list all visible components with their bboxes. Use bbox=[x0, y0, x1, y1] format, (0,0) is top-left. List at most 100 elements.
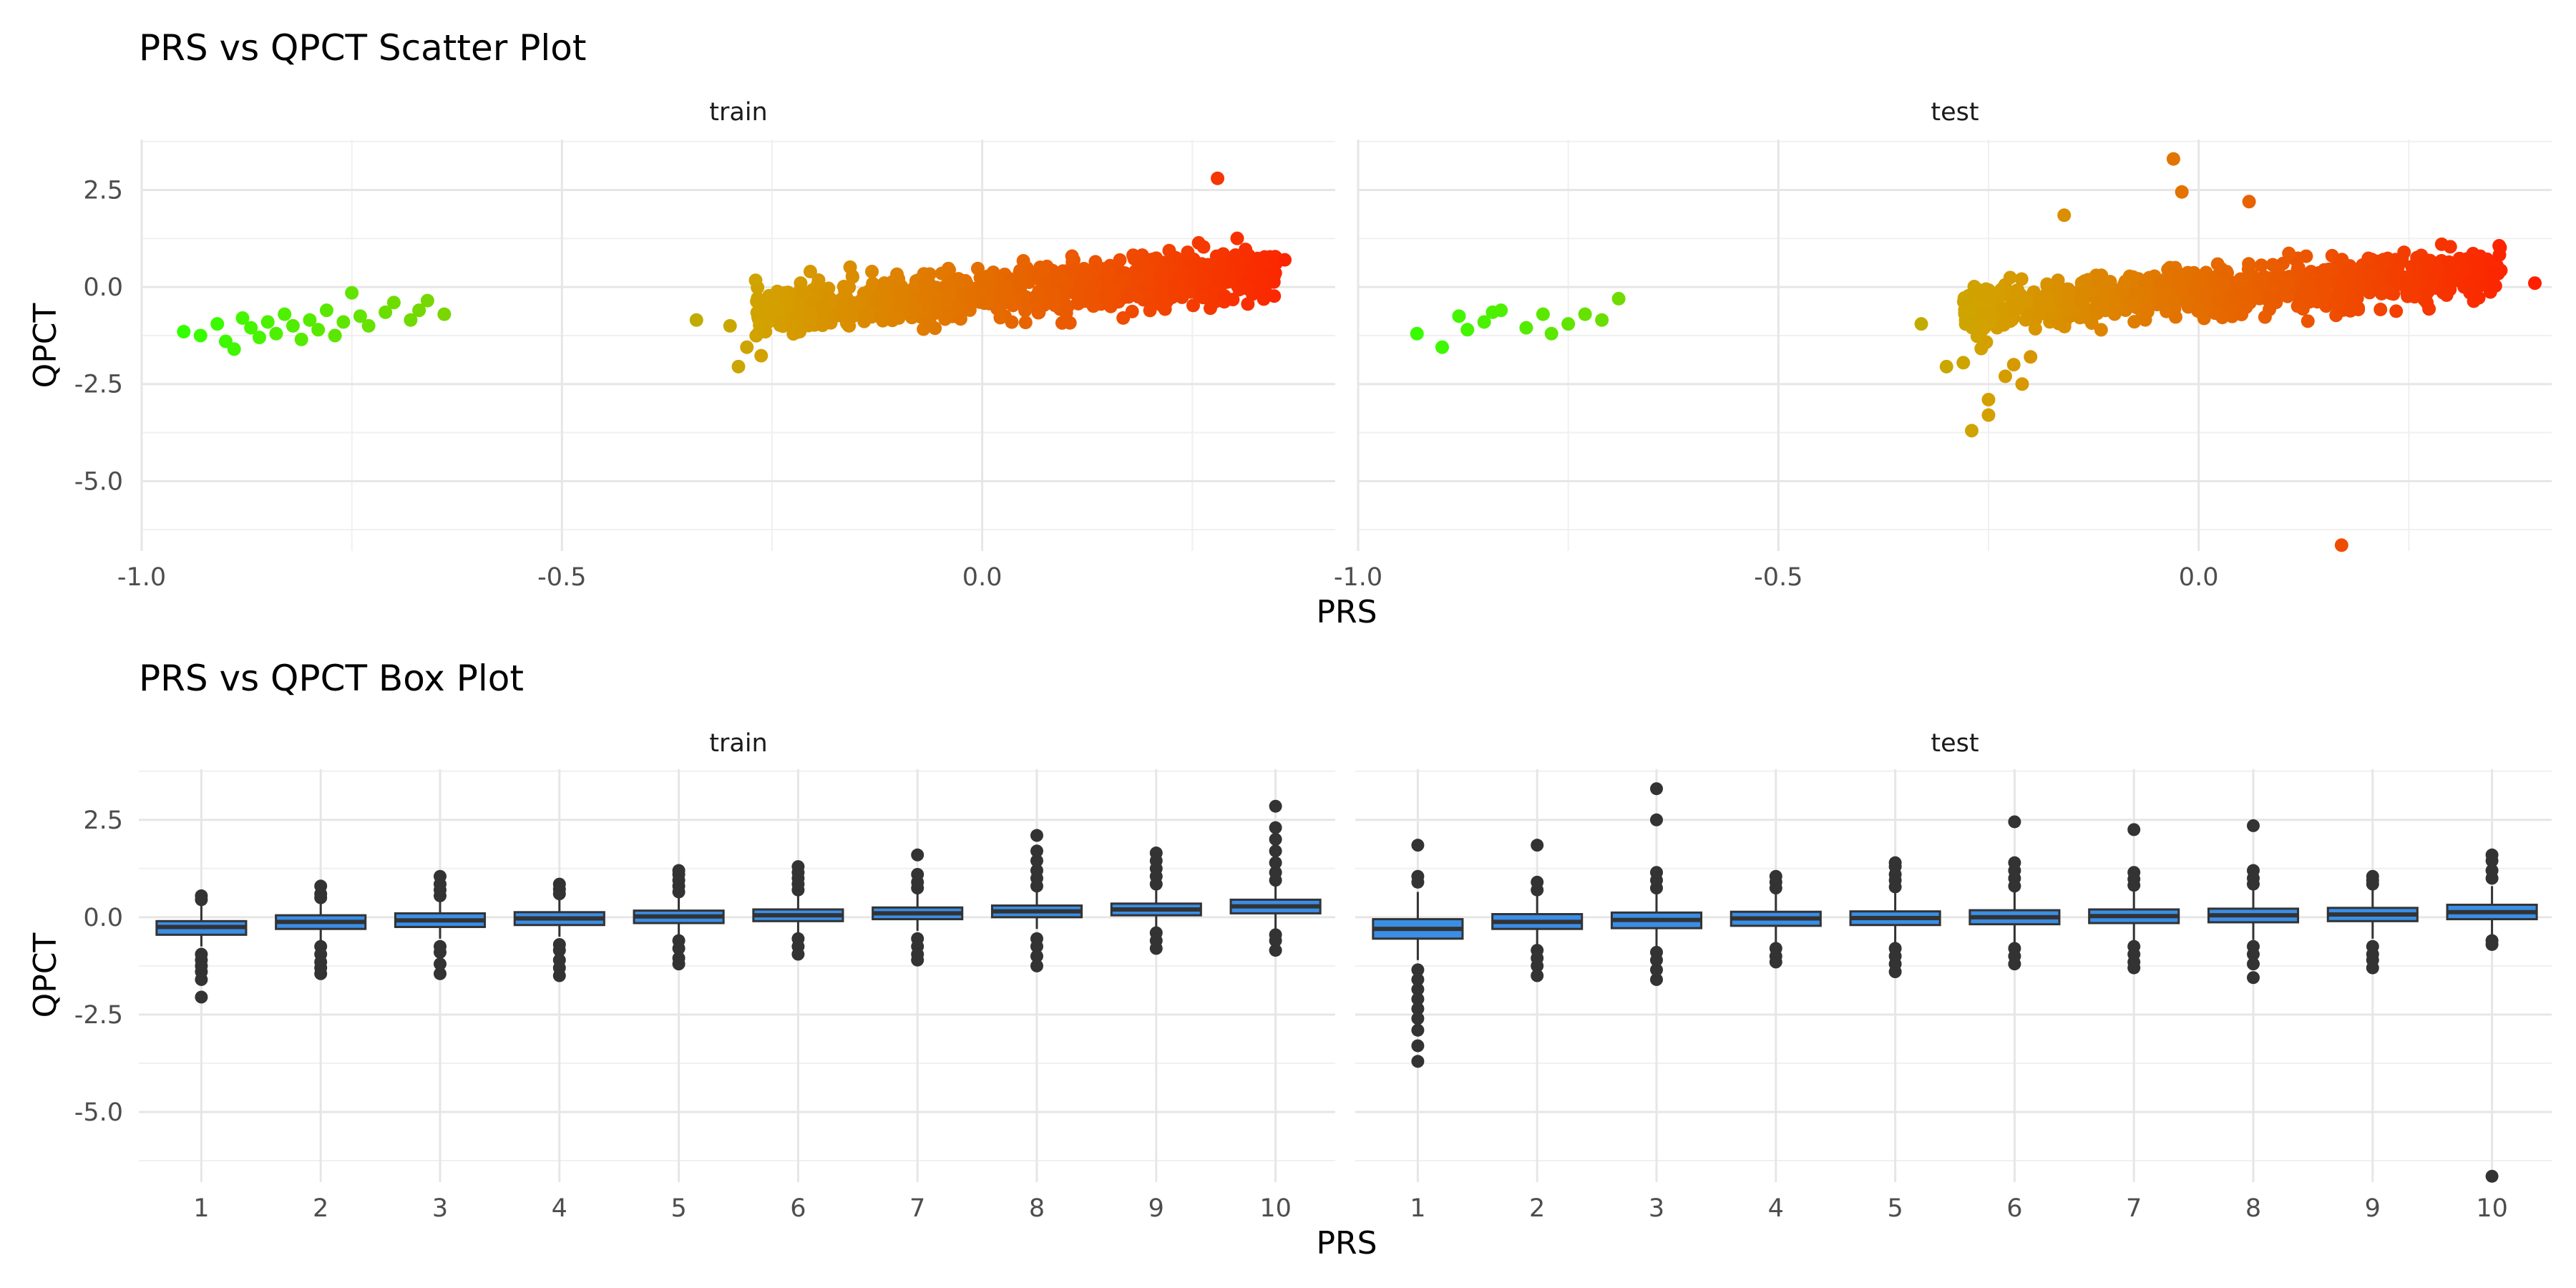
scatter-plot-panel: PRS vs QPCT Scatter Plot train test PRS … bbox=[27, 27, 2552, 630]
x-tick-label: -1.0 bbox=[117, 563, 166, 592]
data-point bbox=[2256, 278, 2270, 293]
data-point bbox=[1012, 275, 1026, 290]
data-point bbox=[1203, 301, 1217, 316]
outlier-point bbox=[2008, 957, 2021, 971]
outlier-point bbox=[2127, 823, 2141, 836]
y-axis-title: QPCT bbox=[27, 303, 64, 388]
data-point bbox=[1156, 264, 1170, 278]
data-point bbox=[1611, 291, 1626, 306]
outlier-point bbox=[672, 942, 686, 955]
outlier-point bbox=[1269, 821, 1282, 834]
data-point bbox=[2409, 262, 2424, 276]
x-tick-label: 8 bbox=[1029, 1194, 1045, 1223]
data-point bbox=[2217, 277, 2231, 291]
data-point bbox=[1227, 250, 1241, 264]
data-point bbox=[977, 296, 992, 311]
data-point bbox=[2442, 255, 2457, 269]
outlier-point bbox=[2008, 856, 2021, 869]
data-point bbox=[1196, 240, 1211, 254]
data-point bbox=[1410, 326, 1424, 341]
outlier-point bbox=[1411, 839, 1425, 852]
x-tick-label: 0.0 bbox=[962, 563, 1002, 592]
data-point bbox=[2051, 316, 2066, 331]
data-point bbox=[1018, 303, 1033, 318]
data-point bbox=[753, 318, 767, 332]
outlier-point bbox=[195, 990, 208, 1004]
outlier-point bbox=[911, 848, 924, 862]
data-point bbox=[2094, 323, 2108, 337]
data-point bbox=[2469, 255, 2483, 269]
data-point bbox=[1181, 245, 1195, 260]
outlier-point bbox=[1269, 844, 1282, 858]
outlier-point bbox=[1030, 854, 1043, 867]
data-point bbox=[2395, 252, 2409, 266]
data-point bbox=[1077, 270, 1091, 284]
box-facets: 1 2 3 4 5 6 7 8 9 10 2.5 0.0 -2.5 -5.0 1 2 3 4 5 6 7 8 9 10 bbox=[74, 769, 2552, 1223]
data-point bbox=[2031, 308, 2045, 323]
data-point bbox=[756, 299, 771, 313]
data-point bbox=[2011, 298, 2026, 312]
data-point bbox=[998, 280, 1013, 294]
data-point bbox=[2528, 276, 2542, 291]
data-point bbox=[2290, 299, 2305, 313]
outlier-point bbox=[434, 967, 447, 980]
outlier-point bbox=[1888, 856, 1902, 869]
outlier-point bbox=[314, 967, 328, 980]
data-point bbox=[1435, 340, 1449, 354]
data-point bbox=[2275, 288, 2290, 302]
outlier-point bbox=[2247, 947, 2260, 961]
data-point bbox=[877, 276, 892, 291]
data-point bbox=[353, 309, 367, 323]
data-point bbox=[2099, 275, 2114, 290]
outlier-point bbox=[2127, 866, 2141, 879]
data-point bbox=[1168, 275, 1182, 290]
data-point bbox=[2242, 257, 2256, 271]
data-point bbox=[1962, 304, 1976, 318]
data-point bbox=[1226, 293, 1240, 307]
data-point bbox=[940, 295, 955, 309]
data-point bbox=[880, 292, 894, 306]
outlier-point bbox=[672, 864, 686, 877]
data-point bbox=[1116, 311, 1131, 325]
data-point bbox=[2108, 298, 2122, 313]
x-tick-label: 4 bbox=[552, 1194, 567, 1223]
outlier-point bbox=[911, 953, 924, 967]
scatter-plot-title: PRS vs QPCT Scatter Plot bbox=[139, 27, 586, 69]
scatter-facets: -1.0 -0.5 0.0 2.5 0.0 -2.5 -5.0 -1.0 -0.5 0.0 bbox=[74, 140, 2552, 592]
data-point bbox=[1278, 253, 1292, 267]
data-point bbox=[2406, 277, 2421, 291]
outlier-point bbox=[1269, 799, 1282, 813]
outlier-point bbox=[2247, 819, 2260, 832]
outlier-point bbox=[2485, 864, 2499, 877]
x-tick-label: 10 bbox=[2476, 1194, 2508, 1223]
outlier-point bbox=[1769, 955, 1782, 969]
data-point bbox=[1102, 265, 1116, 280]
data-point bbox=[1221, 275, 1235, 289]
outlier-point bbox=[552, 877, 566, 891]
scatter-facet-test: -1.0 -0.5 0.0 bbox=[1334, 140, 2552, 592]
data-point bbox=[2468, 269, 2482, 283]
data-point bbox=[1258, 255, 1272, 270]
data-point bbox=[731, 359, 746, 374]
x-tick-label: 6 bbox=[790, 1194, 806, 1223]
data-point bbox=[1974, 287, 1989, 301]
data-point bbox=[2166, 152, 2180, 166]
data-point bbox=[1088, 264, 1103, 278]
data-point bbox=[773, 318, 787, 333]
outlier-point bbox=[2247, 864, 2260, 877]
outlier-point bbox=[791, 860, 805, 874]
data-point bbox=[420, 293, 434, 308]
y-axis-title: QPCT bbox=[27, 932, 64, 1018]
y-tick-label: -5.0 bbox=[74, 1098, 123, 1127]
data-point bbox=[2015, 377, 2029, 391]
outlier-point bbox=[1650, 813, 1663, 826]
data-point bbox=[887, 311, 902, 325]
outlier-point bbox=[1411, 972, 1425, 986]
data-point bbox=[379, 305, 393, 319]
facet-strip-test: test bbox=[1931, 98, 1979, 127]
data-point bbox=[2210, 257, 2225, 271]
data-point bbox=[1073, 280, 1087, 295]
data-point bbox=[993, 311, 1008, 325]
